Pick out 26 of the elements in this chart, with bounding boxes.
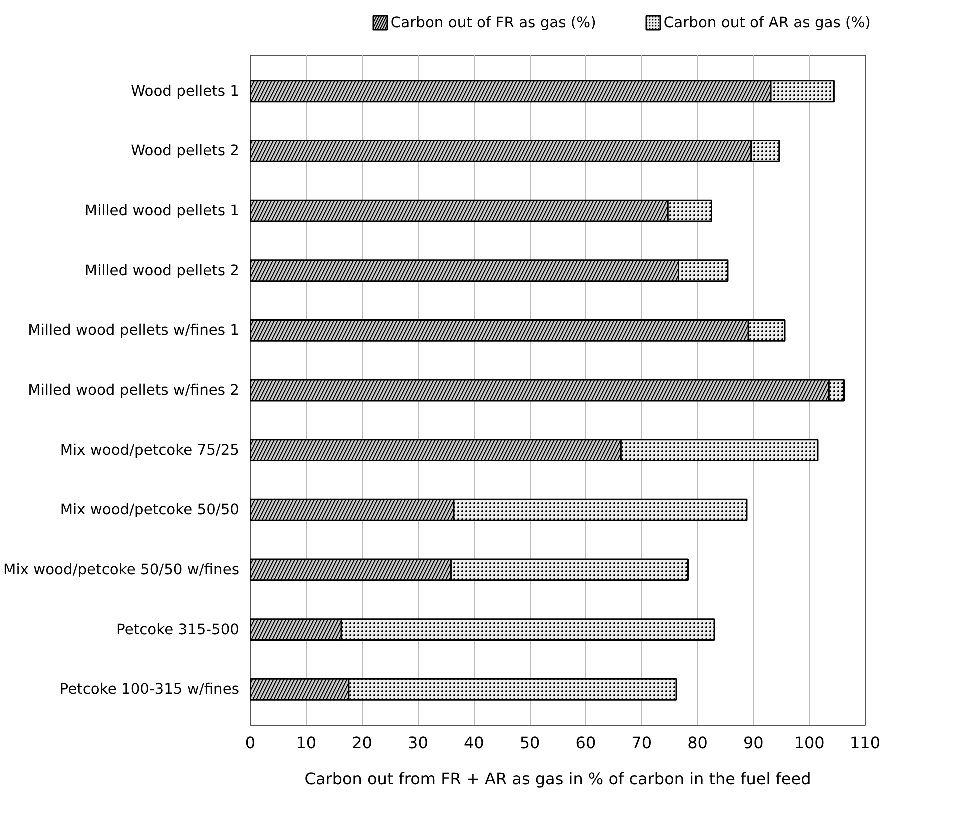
x-tick-label: 0 xyxy=(245,734,256,752)
y-tick-label: Mix wood/petcoke 50/50 xyxy=(60,502,240,519)
y-tick-label: Milled wood pellets w/fines 1 xyxy=(28,322,240,340)
x-tick-label: 30 xyxy=(408,734,428,752)
x-tick-label: 60 xyxy=(576,734,596,752)
y-tick-label: Petcoke 315-500 xyxy=(116,621,240,638)
y-tick-label: Mix wood/petcoke 50/50 w/fines xyxy=(4,561,240,578)
x-tick-label: 50 xyxy=(520,734,540,752)
y-tick-label: Milled wood pellets w/fines 2 xyxy=(28,382,240,399)
x-tick-label: 90 xyxy=(744,734,764,752)
x-tick-label: 100 xyxy=(794,734,825,752)
x-tick-label: 40 xyxy=(464,734,484,752)
y-tick-label: Wood pellets 2 xyxy=(131,142,240,160)
legend-label: Carbon out of FR as gas (%) xyxy=(390,14,596,32)
y-tick-label: Petcoke 100-315 w/fines xyxy=(60,681,240,698)
legend-label: Carbon out of AR as gas (%) xyxy=(664,14,871,32)
x-tick-label: 10 xyxy=(296,734,317,752)
x-tick-label: 70 xyxy=(632,734,652,752)
x-tick-label: 80 xyxy=(688,734,708,752)
x-axis-title: Carbon out from FR + AR as gas in % of carbon in the fuel feed xyxy=(304,770,812,788)
y-tick-label: Milled wood pellets 1 xyxy=(84,202,240,220)
x-tick-label: 110 xyxy=(850,734,881,752)
x-tick-label: 20 xyxy=(352,734,372,752)
y-tick-label: Milled wood pellets 2 xyxy=(84,262,240,280)
y-tick-label: Wood pellets 1 xyxy=(131,82,240,100)
y-tick-label: Mix wood/petcoke 75/25 xyxy=(60,442,240,459)
